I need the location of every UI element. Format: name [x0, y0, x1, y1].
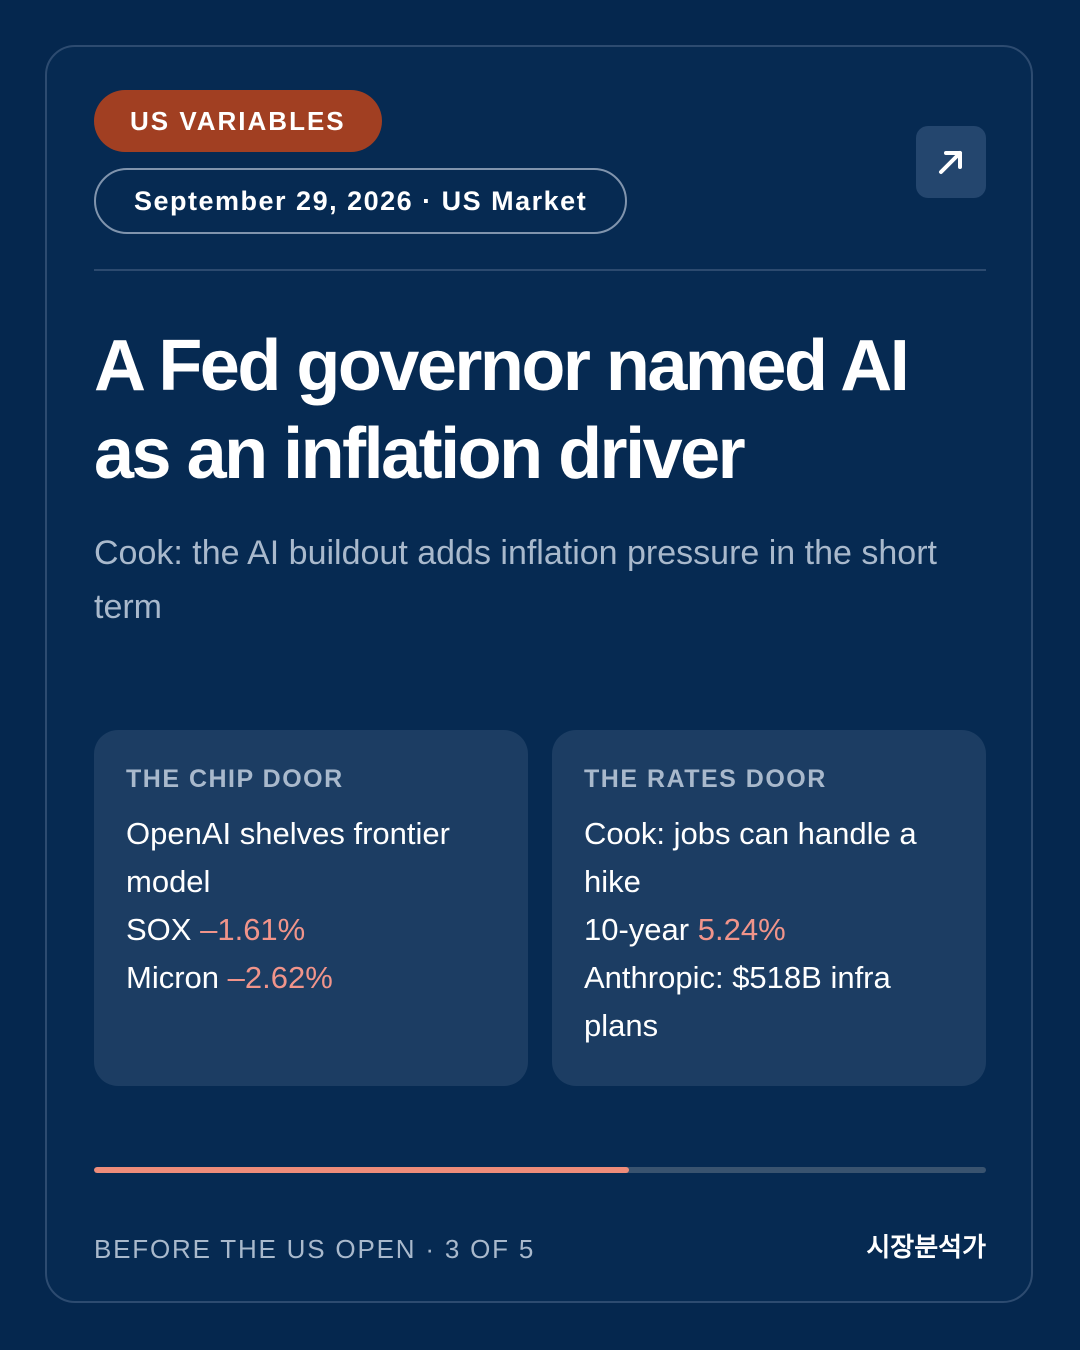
rates-door-panel: THE RATES DOOR Cook: jobs can handle a h… [552, 730, 986, 1086]
header-divider [94, 269, 986, 271]
open-story-button[interactable] [916, 126, 986, 198]
story-card [45, 45, 1033, 1303]
rates-door-headline: Cook: jobs can handle a hike [584, 816, 917, 899]
tenyear-value: 5.24% [697, 912, 786, 947]
micron-label: Micron [126, 960, 220, 995]
subhead: Cook: the AI buildout adds inflation pre… [94, 534, 937, 626]
chip-door-title: THE CHIP DOOR [126, 765, 344, 793]
tenyear-label: 10-year [584, 912, 690, 947]
sox-change: –1.61% [200, 912, 306, 947]
micron-row: Micron –2.62% [126, 954, 496, 1002]
story-position: BEFORE THE US OPEN · 3 OF 5 [94, 1234, 536, 1264]
chip-door-headline: OpenAI shelves frontier model [126, 816, 450, 899]
micron-change: –2.62% [227, 960, 333, 995]
brand-name: 시장분석가 [866, 1232, 986, 1262]
anthropic-line: Anthropic: $518B infra plans [584, 960, 891, 1043]
rates-door-title: THE RATES DOOR [584, 765, 827, 793]
headline: A Fed governor named AI as an inflation … [94, 326, 910, 494]
story-progress-fill [94, 1167, 630, 1173]
category-badge: US VARIABLES [94, 90, 382, 152]
chip-door-panel: THE CHIP DOOR OpenAI shelves frontier mo… [94, 730, 528, 1086]
sox-label: SOX [126, 912, 192, 947]
tenyear-row: 10-year 5.24% [584, 906, 954, 954]
sox-row: SOX –1.61% [126, 906, 496, 954]
story-progress-bar [94, 1167, 986, 1173]
dateline-pill: September 29, 2026 · US Market [94, 168, 628, 234]
arrow-up-right-icon [939, 151, 962, 174]
